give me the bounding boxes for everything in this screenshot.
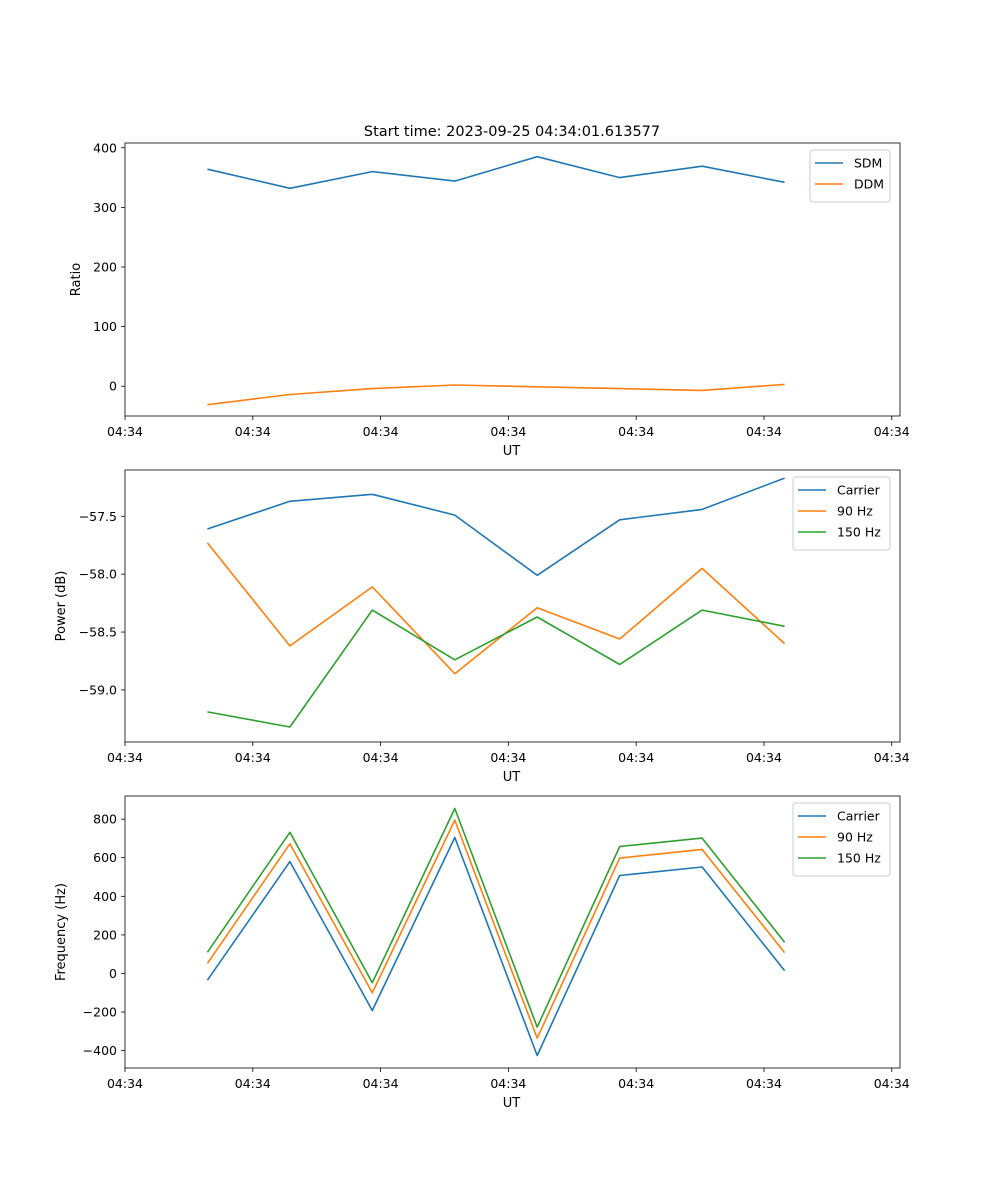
ratio-y-tick-label: 400 [93, 140, 117, 155]
frequency-y-tick-label: 200 [93, 927, 117, 942]
power-x-tick-label: 04:34 [746, 750, 782, 765]
power-series-carrier-line [207, 477, 785, 577]
frequency-x-tick-label: 04:34 [618, 1076, 654, 1091]
frequency-series-carrier-line [206, 836, 786, 1057]
power-legend-label-150-hz: 150 Hz [837, 525, 881, 540]
ratio-series-sdm-line [207, 155, 785, 190]
frequency-x-tick-label: 04:34 [235, 1076, 271, 1091]
frequency-x-axis-label: UT [503, 1096, 521, 1111]
frequency-y-tick-label: 600 [93, 850, 117, 865]
ratio-y-tick-label: 300 [93, 200, 117, 215]
frequency-series-90-hz-line [206, 819, 786, 1039]
ratio-y-tick-label: 100 [93, 319, 117, 334]
ratio-y-tick-label: 200 [93, 259, 117, 274]
frequency-y-axis-label: Frequency (Hz) [54, 883, 69, 981]
ratio-x-tick-label: 04:34 [235, 424, 271, 439]
frequency-y-tick-label: −200 [83, 1005, 117, 1020]
ratio-x-tick-label: 04:34 [746, 424, 782, 439]
frequency-legend-label-90-hz: 90 Hz [837, 830, 873, 845]
power-y-tick-label: −58.5 [79, 625, 117, 640]
panel-power: 04:34 04:34 04:34 04:34 04:34 04:34 04:34 −59.0… [54, 469, 910, 785]
panel-ratio: 04:34 04:34 04:34 04:34 04:34 04:34 04:34 0 100 2… [69, 140, 910, 459]
power-x-tick-label: 04:34 [235, 750, 271, 765]
frequency-y-tick-label: 400 [93, 889, 117, 904]
frequency-x-tick-label: 04:34 [874, 1076, 910, 1091]
frequency-legend: Carrier 90 Hz 150 Hz [792, 802, 891, 877]
power-x-tick-label: 04:34 [874, 750, 910, 765]
power-x-tick-label: 04:34 [363, 750, 399, 765]
frequency-x-tick-label: 04:34 [107, 1076, 143, 1091]
power-y-tick-label: −59.0 [79, 682, 117, 697]
ratio-series-ddm-line [207, 383, 785, 406]
frequency-legend-label-150-hz: 150 Hz [837, 851, 881, 866]
ratio-x-tick-label: 04:34 [107, 424, 143, 439]
power-y-tick-label: −58.0 [79, 567, 117, 582]
power-axes-frame [124, 469, 901, 743]
power-x-tick-label: 04:34 [490, 750, 526, 765]
frequency-x-tick-label: 04:34 [490, 1076, 526, 1091]
frequency-axes-frame [124, 795, 901, 1069]
ratio-y-axis-label: Ratio [69, 263, 84, 296]
power-legend-label-90-hz: 90 Hz [837, 504, 873, 519]
ratio-x-tick-label: 04:34 [618, 424, 654, 439]
figure-title: Start time: 2023-09-25 04:34:01.613577 [364, 124, 660, 140]
power-x-axis-label: UT [503, 770, 521, 785]
ratio-legend-label-sdm: SDM [854, 156, 882, 171]
power-x-tick-label: 04:34 [107, 750, 143, 765]
ratio-legend-label-ddm: DDM [854, 177, 884, 192]
frequency-x-tick-label: 04:34 [746, 1076, 782, 1091]
frequency-y-tick-label: −400 [83, 1043, 117, 1058]
power-y-axis-label: Power (dB) [54, 571, 69, 642]
frequency-series-150-hz-line [206, 807, 786, 1028]
frequency-legend-label-carrier: Carrier [837, 809, 881, 824]
power-series-90-hz-line [206, 542, 786, 675]
frequency-y-tick-label: 0 [109, 966, 117, 981]
ratio-x-tick-label: 04:34 [363, 424, 399, 439]
ratio-x-tick-label: 04:34 [874, 424, 910, 439]
power-x-tick-label: 04:34 [618, 750, 654, 765]
power-legend: Carrier 90 Hz 150 Hz [792, 476, 891, 551]
ratio-x-tick-label: 04:34 [490, 424, 526, 439]
ratio-axes-frame [124, 142, 901, 417]
frequency-x-tick-label: 04:34 [363, 1076, 399, 1091]
power-y-tick-label: −57.5 [79, 509, 117, 524]
power-series-150-hz-line [207, 609, 785, 728]
ratio-x-axis-label: UT [503, 444, 521, 459]
ratio-legend: SDM DDM [809, 149, 891, 203]
panel-frequency: 04:34 04:34 04:34 04:34 04:34 04:34 04:34 −400 −… [54, 795, 910, 1111]
power-legend-label-carrier: Carrier [837, 483, 881, 498]
frequency-y-tick-label: 800 [93, 812, 117, 827]
ratio-y-tick-label: 0 [109, 379, 117, 394]
